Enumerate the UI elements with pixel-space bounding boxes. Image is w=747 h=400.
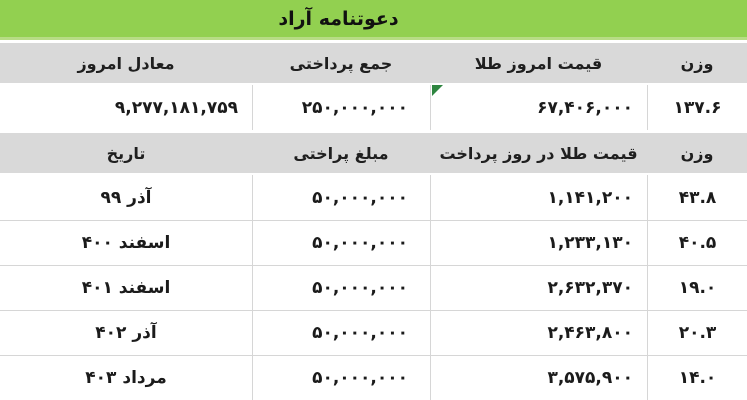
payment-cell-amount[interactable]: ۵۰,۰۰۰,۰۰۰ — [252, 175, 430, 220]
sheet-title[interactable]: دعوتنامه آراد — [0, 0, 747, 40]
payment-cell-weight[interactable]: ۲۰.۳ — [647, 311, 747, 355]
payment-cell-amount[interactable]: ۵۰,۰۰۰,۰۰۰ — [252, 266, 430, 310]
table-row: ۱۴.۰ ۳,۵۷۵,۹۰۰ ۵۰,۰۰۰,۰۰۰ مرداد ۴۰۳ — [0, 355, 747, 400]
payment-cell-weight[interactable]: ۱۴.۰ — [647, 356, 747, 400]
payments-header-row: وزن قیمت طلا در روز پرداخت مبلغ پراختی ت… — [0, 130, 747, 175]
payment-cell-weight[interactable]: ۴۳.۸ — [647, 175, 747, 220]
payment-cell-gold-price[interactable]: ۱,۱۴۱,۲۰۰ — [430, 175, 647, 220]
summary-header-row: وزن قیمت امروز طلا جمع پرداختی معادل امر… — [0, 40, 747, 85]
payment-cell-date[interactable]: مرداد ۴۰۳ — [85, 368, 167, 388]
payments-header-weight[interactable]: وزن — [680, 143, 714, 163]
summary-header-gold-price-today[interactable]: قیمت امروز طلا — [474, 53, 603, 73]
payment-cell-gold-price[interactable]: ۲,۴۶۳,۸۰۰ — [430, 311, 647, 355]
payment-cell-gold-price[interactable]: ۱,۲۳۳,۱۳۰ — [430, 221, 647, 265]
summary-cell-gold-price-today[interactable]: ۶۷,۴۰۶,۰۰۰ — [430, 85, 647, 130]
summary-header-today-equivalent[interactable]: معادل امروز — [77, 53, 175, 73]
payments-header-paid-amount[interactable]: مبلغ پراختی — [293, 143, 389, 163]
payment-cell-gold-price[interactable]: ۲,۶۳۲,۳۷۰ — [430, 266, 647, 310]
summary-header-weight[interactable]: وزن — [680, 53, 714, 73]
payment-cell-amount[interactable]: ۵۰,۰۰۰,۰۰۰ — [252, 311, 430, 355]
payments-header-gold-price-on-payment[interactable]: قیمت طلا در روز پرداخت — [439, 143, 638, 163]
table-row: ۴۰.۵ ۱,۲۳۳,۱۳۰ ۵۰,۰۰۰,۰۰۰ اسفند ۴۰۰ — [0, 220, 747, 265]
payment-cell-gold-price[interactable]: ۳,۵۷۵,۹۰۰ — [430, 356, 647, 400]
error-indicator-icon — [432, 85, 443, 96]
payment-cell-date[interactable]: آذر ۴۰۲ — [95, 323, 157, 343]
payment-cell-weight[interactable]: ۱۹.۰ — [647, 266, 747, 310]
table-row: ۴۳.۸ ۱,۱۴۱,۲۰۰ ۵۰,۰۰۰,۰۰۰ آذر ۹۹ — [0, 175, 747, 220]
payments-header-date[interactable]: تاریخ — [106, 143, 146, 163]
payment-cell-weight[interactable]: ۴۰.۵ — [647, 221, 747, 265]
summary-cell-weight[interactable]: ۱۳۷.۶ — [647, 85, 747, 130]
summary-header-total-paid[interactable]: جمع پرداختی — [289, 53, 393, 73]
payment-cell-date[interactable]: اسفند ۴۰۱ — [81, 278, 171, 298]
table-row: ۱۹.۰ ۲,۶۳۲,۳۷۰ ۵۰,۰۰۰,۰۰۰ اسفند ۴۰۱ — [0, 265, 747, 310]
summary-cell-total-paid[interactable]: ۲۵۰,۰۰۰,۰۰۰ — [252, 85, 430, 130]
payment-cell-date[interactable]: اسفند ۴۰۰ — [81, 233, 171, 253]
summary-cell-today-equivalent[interactable]: ۹,۲۷۷,۱۸۱,۷۵۹ — [114, 97, 238, 118]
payment-cell-date[interactable]: آذر ۹۹ — [100, 187, 152, 208]
table-row: ۲۰.۳ ۲,۴۶۳,۸۰۰ ۵۰,۰۰۰,۰۰۰ آذر ۴۰۲ — [0, 310, 747, 355]
payment-cell-amount[interactable]: ۵۰,۰۰۰,۰۰۰ — [252, 221, 430, 265]
payment-cell-amount[interactable]: ۵۰,۰۰۰,۰۰۰ — [252, 356, 430, 400]
summary-row: ۱۳۷.۶ ۶۷,۴۰۶,۰۰۰ ۲۵۰,۰۰۰,۰۰۰ ۹,۲۷۷,۱۸۱,۷… — [0, 85, 747, 130]
